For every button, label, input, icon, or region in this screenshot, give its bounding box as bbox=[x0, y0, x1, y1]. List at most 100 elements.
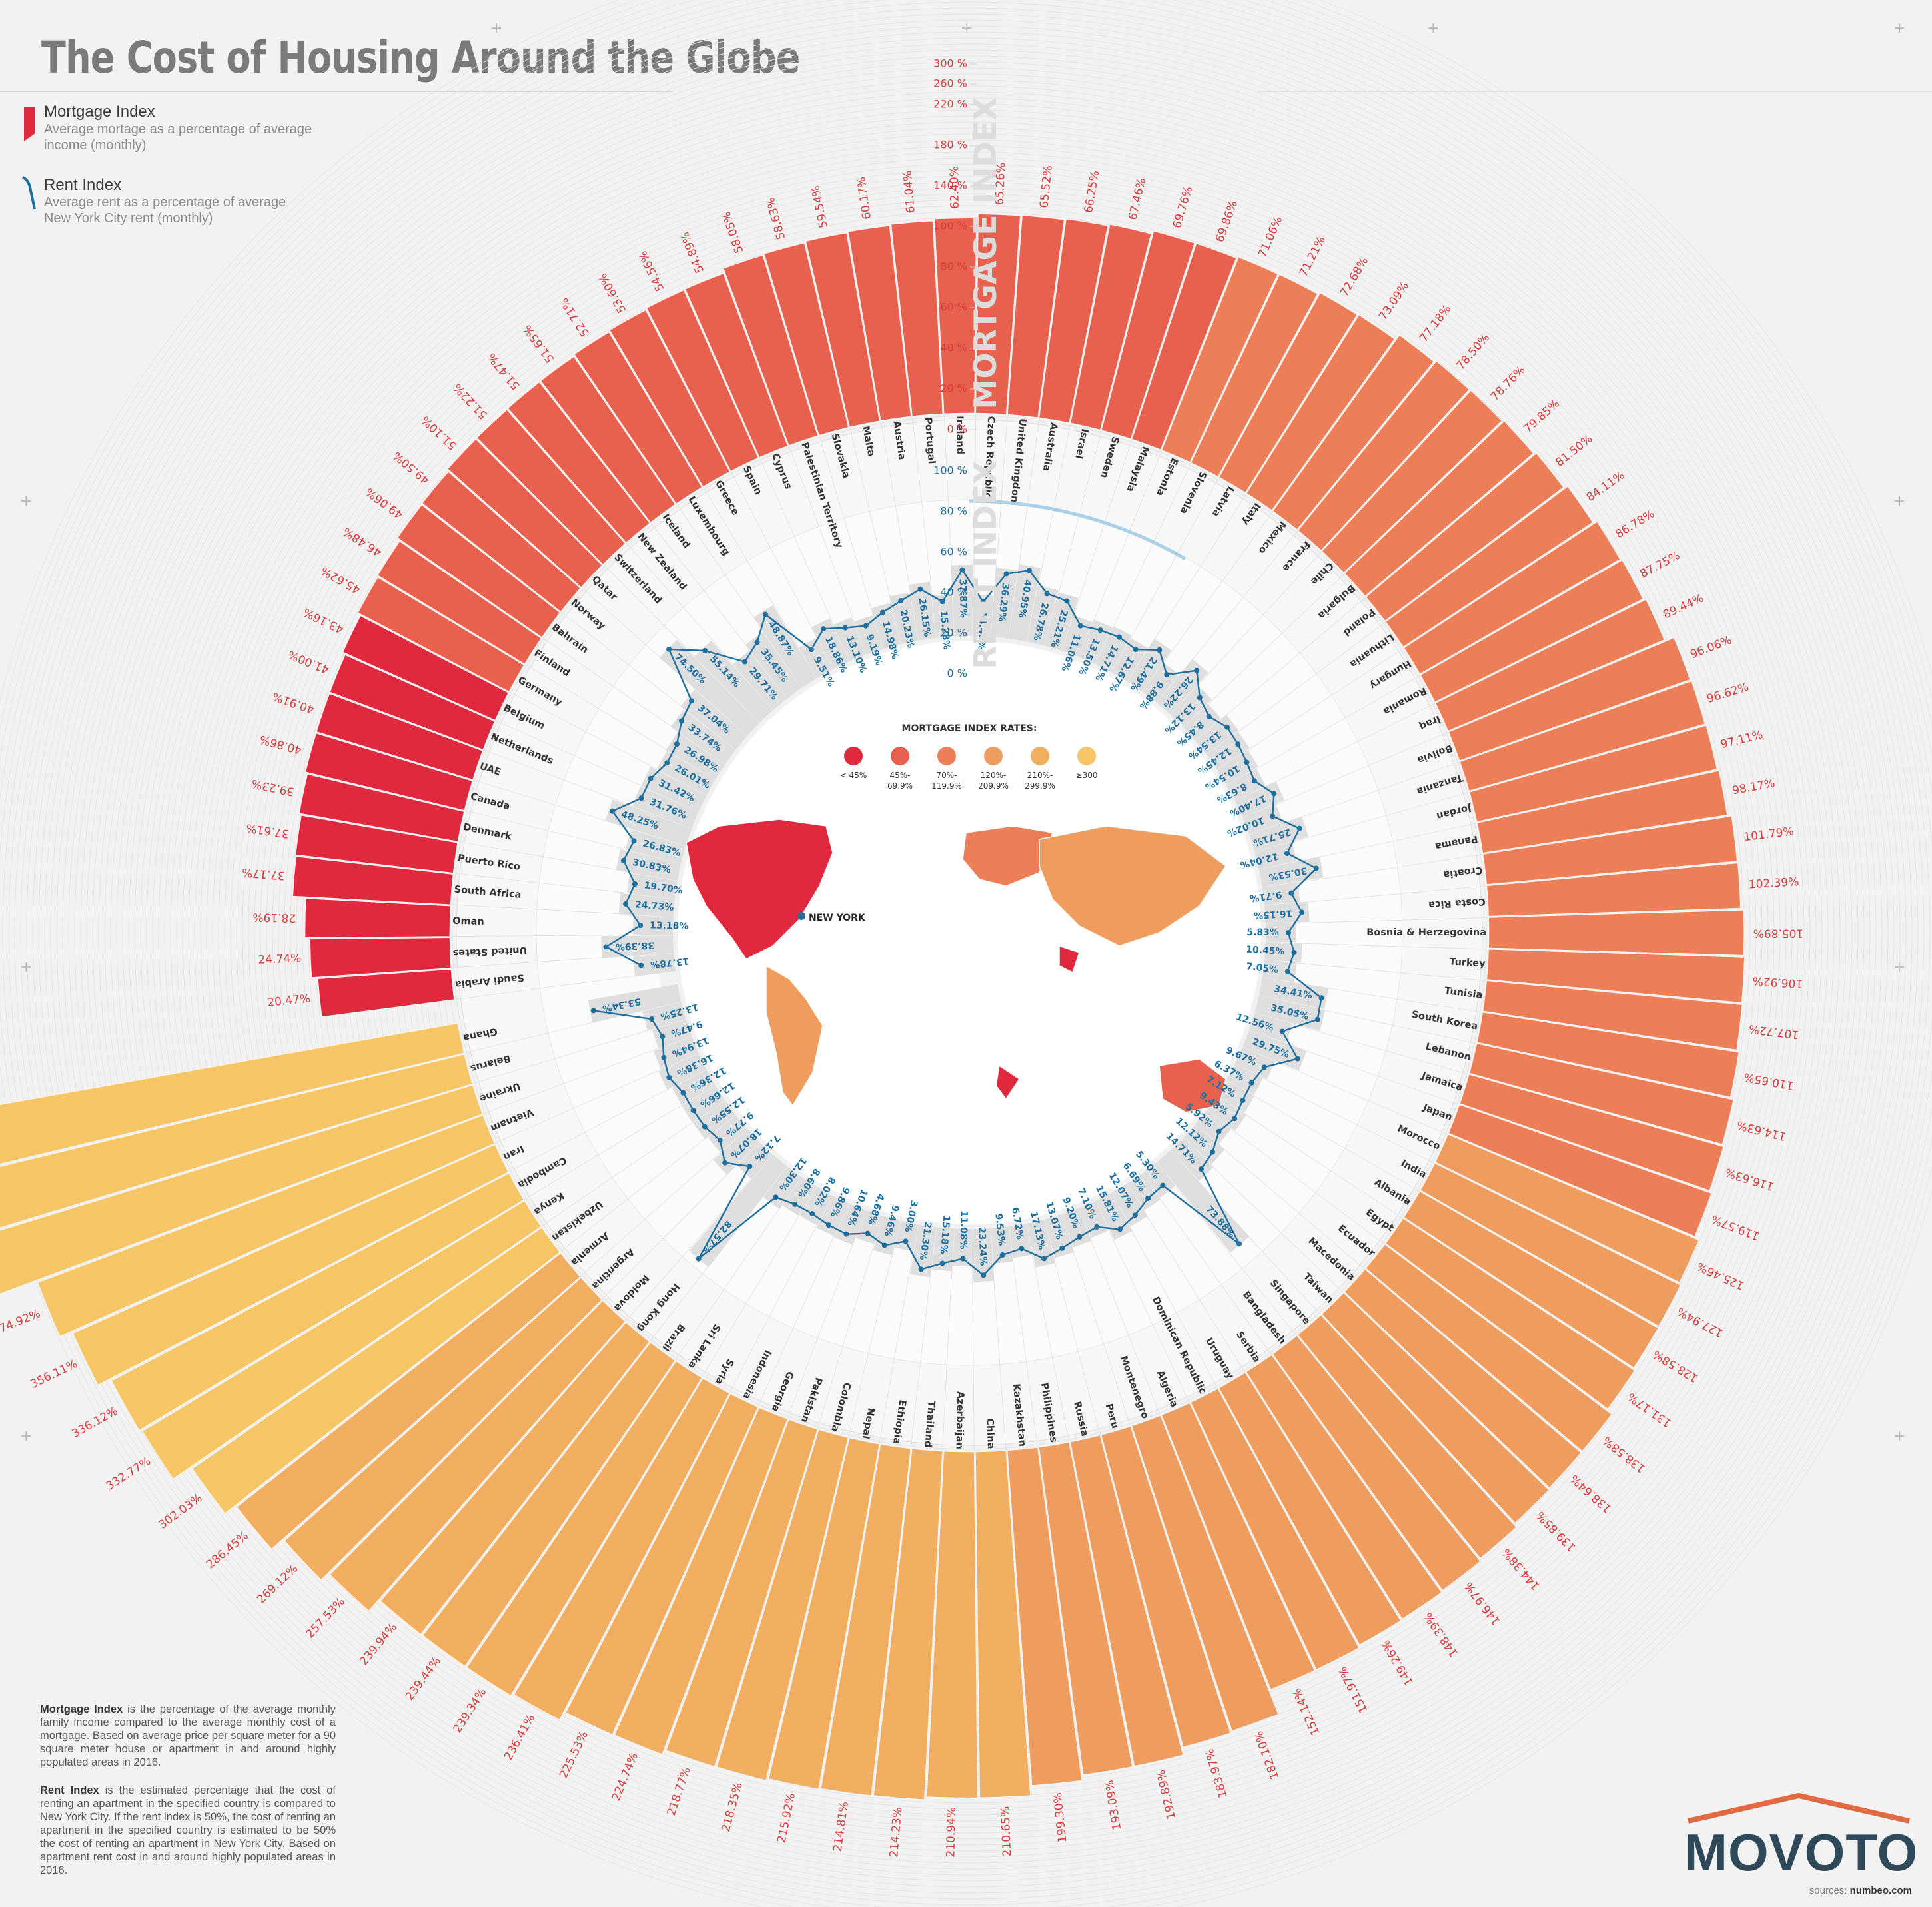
mortgage-bar bbox=[1477, 1012, 1739, 1098]
mortgage-bar bbox=[1070, 1435, 1183, 1766]
rent-polyline bbox=[593, 569, 1322, 1276]
mortgage-bar bbox=[1218, 292, 1358, 493]
rent-point bbox=[980, 599, 986, 605]
rent-silhouette-wedge bbox=[626, 873, 678, 899]
mortgage-bar bbox=[1404, 1191, 1659, 1368]
rent-point bbox=[960, 1256, 966, 1262]
mortgage-bar bbox=[1344, 1269, 1582, 1488]
rent-point bbox=[1026, 568, 1032, 573]
rent-silhouette-wedge bbox=[1254, 841, 1297, 870]
mortgage-value-label: 61.04% bbox=[901, 170, 918, 214]
mortgage-bar bbox=[540, 356, 676, 523]
rent-silhouette-wedge bbox=[991, 1226, 1014, 1264]
rent-value-label: 23.24% bbox=[976, 1227, 988, 1266]
rent-silhouette-wedge bbox=[1217, 749, 1258, 785]
rent-point bbox=[680, 1090, 686, 1096]
mortgage-axis-tick: 20 % bbox=[940, 382, 967, 395]
rent-point bbox=[1240, 1098, 1246, 1104]
mortgage-value-label: 81.50% bbox=[1553, 432, 1595, 470]
rent-point bbox=[918, 1266, 924, 1272]
mortgage-value-label: 302.03% bbox=[157, 1491, 205, 1532]
mortgage-bar bbox=[805, 232, 880, 428]
mortgage-value-label: 49.06% bbox=[363, 485, 406, 522]
rent-silhouette-wedge bbox=[753, 605, 817, 688]
rent-point bbox=[1206, 713, 1212, 719]
spoke-line bbox=[450, 934, 657, 937]
country-label: Ireland bbox=[954, 416, 965, 454]
rent-silhouette-wedge bbox=[782, 1177, 817, 1216]
rent-point bbox=[1157, 647, 1163, 653]
spoke-line bbox=[1166, 1175, 1298, 1336]
mortgage-value-label: 127.94% bbox=[1675, 1304, 1725, 1339]
rent-value-label: 7.05% bbox=[1246, 961, 1279, 976]
saudi-arabia-shape bbox=[1059, 945, 1080, 974]
rent-point bbox=[620, 857, 626, 863]
rent-value-label: 15.18% bbox=[938, 1215, 952, 1254]
country-label: Thailand bbox=[922, 1401, 937, 1449]
country-label: Turkey bbox=[1449, 956, 1486, 969]
mortgage-legend-desc-1: Average mortage as a percentage of avera… bbox=[44, 122, 312, 137]
rent-silhouette-wedge bbox=[1183, 703, 1221, 741]
mortgage-bar bbox=[1365, 1244, 1612, 1451]
rent-point bbox=[664, 760, 670, 766]
mortgage-bar bbox=[0, 1084, 483, 1294]
mortgage-value-label: 193.09% bbox=[1103, 1779, 1124, 1831]
mortgage-bar bbox=[685, 273, 788, 458]
rates-legend-swatch bbox=[1031, 747, 1049, 765]
rent-point bbox=[590, 1008, 596, 1014]
spoke-line bbox=[1230, 647, 1404, 762]
spoke-line bbox=[454, 972, 660, 1000]
rent-silhouette-wedge bbox=[616, 849, 682, 881]
country-label: China bbox=[984, 1418, 996, 1449]
rates-legend-label: 45%- bbox=[889, 771, 910, 780]
spoke-line bbox=[1281, 885, 1487, 905]
ring-line bbox=[86, 49, 1853, 1816]
rent-point bbox=[638, 923, 644, 929]
spoke-line bbox=[1220, 621, 1386, 746]
rent-point bbox=[959, 567, 965, 573]
rent-value-label: 5.83% bbox=[1246, 927, 1279, 938]
rent-point bbox=[981, 1272, 987, 1278]
country-label: Tunisia bbox=[1444, 986, 1483, 1001]
mortgage-bar bbox=[763, 242, 849, 436]
rent-axis-tick: 80 % bbox=[940, 505, 967, 518]
greenland-outline bbox=[845, 829, 894, 857]
rent-silhouette-wedge bbox=[1142, 662, 1179, 703]
ring-line bbox=[452, 415, 1487, 1450]
spoke-line bbox=[580, 1139, 735, 1277]
rates-legend-swatch bbox=[1077, 747, 1096, 765]
rent-point bbox=[754, 639, 760, 645]
center-circle bbox=[678, 641, 1261, 1224]
rent-silhouette-wedge bbox=[1009, 564, 1041, 642]
page-title: The Cost of Housing Around the Globe bbox=[41, 32, 801, 83]
rent-silhouette-wedge bbox=[689, 1154, 787, 1268]
rates-legend-label: 119.9% bbox=[931, 781, 962, 791]
mortgage-bar bbox=[848, 226, 911, 421]
mortgage-bar bbox=[873, 1448, 943, 1800]
rent-silhouette-wedge bbox=[1183, 1124, 1225, 1164]
rent-point bbox=[1291, 949, 1297, 955]
mortgage-bar bbox=[1272, 335, 1434, 530]
mortgage-axis-tick: 100 % bbox=[933, 220, 967, 232]
rent-silhouette-wedge bbox=[834, 1203, 866, 1245]
mortgage-bar bbox=[1070, 224, 1152, 430]
mortgage-bar bbox=[1191, 1388, 1360, 1670]
mortgage-bar bbox=[1404, 522, 1620, 675]
rent-point bbox=[638, 962, 644, 968]
mortgage-value-label: 215.92% bbox=[775, 1792, 798, 1844]
mortgage-bar bbox=[934, 218, 977, 414]
spoke-line bbox=[701, 1200, 809, 1378]
rent-point bbox=[1299, 909, 1305, 915]
rent-silhouette-wedge bbox=[1095, 1192, 1133, 1240]
mortgage-bar bbox=[566, 1393, 759, 1735]
logo-text: MOVOTO bbox=[1684, 1823, 1919, 1882]
rent-axis-title: RENT INDEX bbox=[967, 460, 1003, 669]
rent-value-label: 13.78% bbox=[650, 955, 690, 970]
rent-point bbox=[1064, 598, 1070, 604]
rent-value-label: 37.87% bbox=[957, 579, 969, 618]
rent-point bbox=[690, 1107, 696, 1113]
mortgage-rates-legend: MORTGAGE INDEX RATES:< 45% 45%-69.9%70%-1… bbox=[840, 723, 1098, 791]
mortgage-bar bbox=[1191, 274, 1318, 477]
